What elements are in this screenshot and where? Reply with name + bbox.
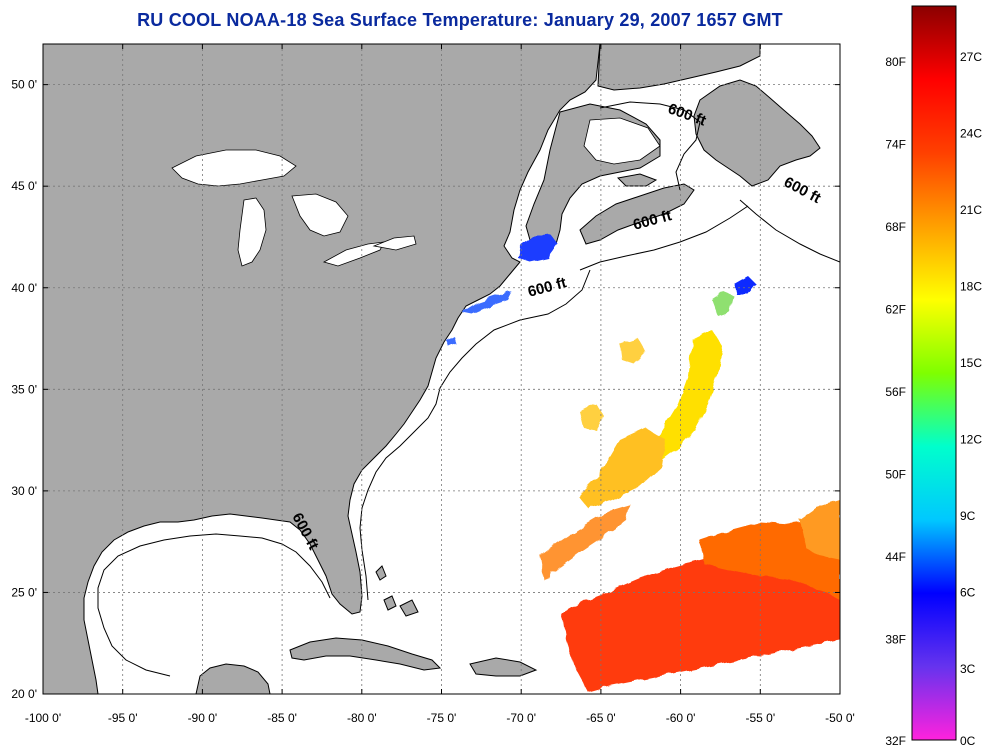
colorbar-f-label: 50F: [885, 468, 906, 482]
land-bahamas-1: [383, 595, 397, 611]
colorbar-celsius-labels: 27C 24C 21C 18C 15C 12C 9C 6C 3C 0C: [960, 50, 982, 748]
sst-slope-yellow: [648, 330, 722, 462]
colorbar-f-label: 80F: [885, 55, 906, 69]
x-tick-label: -100 0': [25, 711, 61, 725]
isobath-east-coast: [359, 269, 591, 601]
colorbar-c-label: 18C: [960, 280, 982, 294]
colorbar-gradient: [911, 5, 957, 741]
x-tick-label: -65 0': [586, 711, 616, 725]
colorbar-c-label: 15C: [960, 356, 982, 370]
land-bahamas-3: [375, 565, 387, 581]
sst-chesapeake: [446, 336, 456, 346]
gridlines: [43, 44, 840, 694]
colorbar-f-label: 44F: [885, 550, 906, 564]
lake-huron: [291, 193, 349, 237]
sst-georges-bank: [734, 276, 756, 294]
isobath-gulf: [97, 533, 331, 677]
isobath-600ft: [97, 101, 840, 677]
colorbar-f-label: 68F: [885, 220, 906, 234]
colorbar: 80F 74F 68F 62F 56F 50F 44F 38F 32F 27C 24C 21C 18C…: [885, 5, 982, 748]
x-tick-label: -50 0': [825, 711, 855, 725]
isobath-gulf-st-lawrence: [599, 101, 701, 191]
colorbar-f-label: 62F: [885, 303, 906, 317]
sst-left-orange: [540, 504, 630, 580]
colorbar-f-label: 74F: [885, 138, 906, 152]
colorbar-f-label: 56F: [885, 385, 906, 399]
isobath-grand-banks: [739, 199, 840, 263]
land-pei: [616, 173, 658, 187]
sst-south-east-orange: [800, 500, 840, 560]
x-tick-label: -55 0': [745, 711, 775, 725]
x-tick-label: -60 0': [666, 711, 696, 725]
colorbar-c-label: 9C: [960, 509, 976, 523]
sst-mid-orange: [578, 428, 666, 508]
y-tick-label: 20 0': [11, 687, 37, 701]
sst-north-patch: [712, 292, 734, 316]
colorbar-c-label: 24C: [960, 127, 982, 141]
x-tick-label: -85 0': [267, 711, 297, 725]
gulf-st-lawrence: [583, 117, 661, 165]
x-tick-label: -80 0': [347, 711, 377, 725]
land-north-america: [43, 44, 601, 694]
colorbar-fahrenheit-labels: 80F 74F 68F 62F 56F 50F 44F 38F 32F: [885, 55, 906, 748]
lake-superior: [171, 149, 297, 187]
lake-ontario: [372, 235, 417, 251]
colorbar-c-label: 21C: [960, 203, 982, 217]
map-title: RU COOL NOAA-18 Sea Surface Temperature:…: [137, 10, 783, 30]
lake-michigan: [237, 197, 267, 267]
land-bahamas-2: [399, 599, 419, 617]
colorbar-f-label: 32F: [885, 734, 906, 748]
sst-gulf-of-maine: [518, 234, 558, 262]
y-tick-label: 30 0': [11, 484, 37, 498]
land-mexico-yucatan: [195, 663, 271, 694]
land-nova-scotia: [579, 183, 695, 245]
colorbar-f-label: 38F: [885, 633, 906, 647]
isobath-nova-scotia: [579, 205, 749, 271]
great-lakes: [171, 149, 417, 267]
colorbar-c-label: 3C: [960, 662, 976, 676]
sst-scatter-yellow: [580, 404, 604, 430]
sst-swath: [540, 292, 840, 692]
y-tick-label: 45 0': [11, 179, 37, 193]
land-hispaniola: [469, 657, 538, 677]
colorbar-c-label: 27C: [960, 50, 982, 64]
x-tick-label: -90 0': [188, 711, 218, 725]
y-tick-label: 25 0': [11, 585, 37, 599]
x-tick-label: -75 0': [427, 711, 457, 725]
colorbar-c-label: 0C: [960, 734, 976, 748]
x-tick-label: -95 0': [108, 711, 138, 725]
y-tick-label: 50 0': [11, 78, 37, 92]
x-axis: -100 0' -95 0' -90 0' -85 0' -80 0' -75 0' -70…: [25, 44, 855, 725]
sst-coastal-cold: [446, 234, 756, 346]
x-tick-label: -70 0': [506, 711, 536, 725]
colorbar-c-label: 12C: [960, 433, 982, 447]
land-cuba: [289, 637, 442, 671]
y-axis: 50 0' 45 0' 40 0' 35 0' 30 0' 25 0' 20 0': [11, 78, 840, 701]
colorbar-c-label: 6C: [960, 586, 976, 600]
sst-scatter-yellow-2: [620, 338, 646, 364]
land-labrador: [597, 44, 761, 91]
y-tick-label: 40 0': [11, 281, 37, 295]
y-tick-label: 35 0': [11, 382, 37, 396]
sst-long-island: [462, 292, 512, 314]
